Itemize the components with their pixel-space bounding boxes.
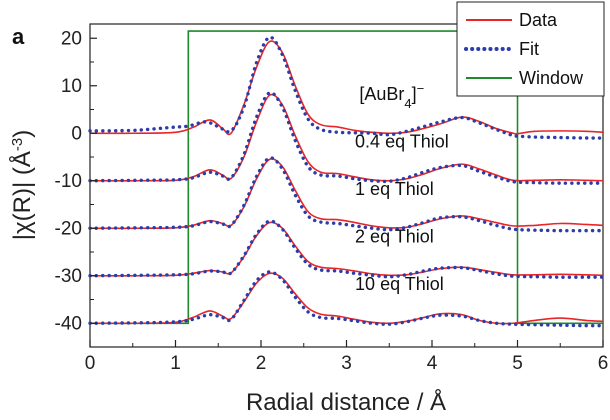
series-annotation-post-0: ]: [412, 84, 417, 104]
series-annotation-0: [AuBr4]−: [359, 81, 424, 111]
series-layer: [88, 35, 605, 328]
y-axis-title-tail: ): [9, 130, 36, 138]
y-tick-label-3: -10: [55, 171, 82, 192]
series-annotation-main-2: 1 eq Thiol: [355, 179, 434, 199]
series-annotation-main-4: 10 eq Thiol: [355, 274, 444, 294]
series-annotation-sup-0: −: [417, 81, 425, 96]
data-line-2: [89, 158, 604, 230]
fit-line-4: [88, 270, 605, 328]
plot-area: [AuBr4]− 0.4 eq Thiol 1 eq Thiol 2 eq Thiol…: [88, 23, 605, 348]
series-annotation-1: 0.4 eq Thiol: [355, 132, 449, 152]
y-axis-title-main: |χ(R)| (Å: [8, 151, 36, 240]
fit-line-0: [88, 35, 605, 140]
y-axis-title: |χ(R)| (Å-3): [8, 130, 36, 240]
legend-data-label: Data: [519, 10, 558, 30]
x-tick-label-4: 4: [427, 353, 438, 374]
legend-window-label: Window: [519, 68, 584, 88]
x-tick-label-3: 3: [341, 353, 352, 374]
y-tick-label-0: -40: [55, 313, 82, 334]
legend-fit-label: Fit: [519, 39, 539, 59]
x-axis-title: Radial distance / Å: [246, 388, 446, 416]
fit-line-3: [88, 219, 605, 279]
series-annotation-4: 10 eq Thiol: [355, 274, 444, 294]
legend: Data Fit Window: [456, 1, 605, 97]
panel-label: a: [12, 24, 25, 49]
series-annotation-main-0: [AuBr: [359, 84, 404, 104]
series-annotation-2: 1 eq Thiol: [355, 179, 434, 199]
data-line-3: [89, 221, 604, 277]
annotation-layer: [AuBr4]− 0.4 eq Thiol 1 eq Thiol 2 eq Thiol…: [355, 81, 449, 295]
legend-box: [456, 1, 605, 97]
data-line-4: [89, 272, 604, 325]
fit-line-2: [88, 156, 605, 233]
y-tick-label-6: 20: [61, 28, 82, 49]
x-tick-label-2: 2: [256, 353, 267, 374]
y-tick-label-2: -20: [55, 218, 82, 239]
y-axis: -40 -30 -20 -10 0 10 20: [55, 28, 97, 334]
y-tick-label-1: -30: [55, 266, 82, 287]
x-tick-label-1: 1: [170, 353, 181, 374]
data-line-1: [89, 93, 604, 182]
series-annotation-3: 2 eq Thiol: [355, 227, 434, 247]
x-axis: 0 1 2 3 4 5 6: [85, 340, 609, 374]
y-axis-title-sup: -3: [9, 138, 26, 151]
series-annotation-main-3: 2 eq Thiol: [355, 227, 434, 247]
x-tick-label-6: 6: [598, 353, 609, 374]
series-annotation-sub-0: 4: [404, 96, 411, 111]
fit-line-1: [88, 91, 605, 185]
x-tick-label-5: 5: [512, 353, 523, 374]
series-annotation-main-1: 0.4 eq Thiol: [355, 132, 449, 152]
y-tick-label-5: 10: [61, 76, 82, 97]
y-tick-label-4: 0: [71, 123, 82, 144]
x-tick-label-0: 0: [85, 353, 96, 374]
